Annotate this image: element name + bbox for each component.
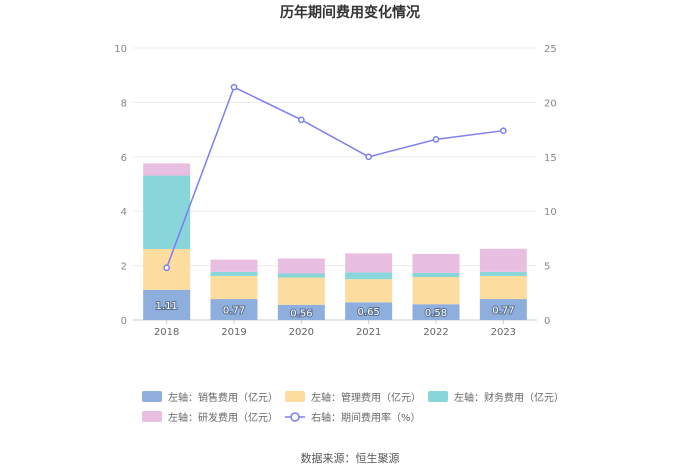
bar-segment [143,163,191,176]
right-tick-label: 20 [544,98,557,109]
right-tick-label: 25 [544,44,557,55]
chart-title: 历年期间费用变化情况 [280,4,420,21]
legend: 左轴：销售费用（亿元） 左轴：管理费用（亿元） 左轴：财务费用（亿元） 左轴：研发费用… [142,391,564,424]
bar-segment [210,271,258,276]
legend-item: 左轴：销售费用（亿元） [142,391,278,404]
x-tick-label: 2018 [154,327,179,338]
data-label: 1.11 [156,301,178,312]
rate-point [499,127,507,135]
data-label: 0.77 [492,306,514,317]
rate-point [163,264,171,272]
legend-swatch [428,391,448,402]
bar-segment [412,304,460,320]
bar-segment [277,277,325,305]
bar-segment [479,299,527,320]
legend-marker [290,412,300,422]
legend-swatch [142,391,162,402]
legend-item: 左轴：管理费用（亿元） [285,391,421,404]
left-axis: 0 2 4 6 8 10 [114,44,127,327]
bar-segment [479,275,527,300]
data-label: 0.65 [358,307,380,318]
bar-segment [210,259,258,272]
legend-label: 左轴：销售费用（亿元） [168,391,278,404]
legend-label: 左轴：研发费用（亿元） [168,411,278,424]
x-axis: 2018 2019 2020 2021 2022 2023 [154,320,516,338]
bar-segment [210,299,258,320]
bar-segment [345,279,393,303]
legend-swatch [285,391,305,402]
source-note: 数据来源：恒生聚源 [301,451,400,465]
bar-segment [412,253,460,273]
legend-label: 左轴：管理费用（亿元） [311,391,421,404]
x-tick-label: 2020 [289,327,314,338]
rate-line [163,83,507,272]
rate-point [230,83,238,91]
bar-segment [345,272,393,280]
bar-segment [143,289,191,320]
left-tick-label: 6 [121,153,127,164]
grid [133,47,537,321]
left-tick-label: 0 [121,316,127,327]
bar-segment [345,302,393,320]
bar-segment [345,253,393,273]
legend-item: 左轴：财务费用（亿元） [428,391,564,404]
legend-item: 左轴：研发费用（亿元） [142,411,278,424]
x-tick-label: 2023 [491,327,516,338]
bar-segment [412,277,460,305]
rate-point [365,153,373,161]
rate-point [297,116,305,124]
bar-segment [479,271,527,276]
right-tick-label: 0 [544,316,550,327]
right-tick-label: 5 [544,262,550,273]
bar-segment [277,273,325,278]
left-tick-label: 10 [114,44,127,55]
bar-segment [479,248,527,272]
bar-segment [210,275,258,300]
x-tick-label: 2021 [356,327,381,338]
data-label: 0.58 [425,308,447,319]
data-label: 0.56 [290,308,312,319]
rate-point [432,136,440,143]
data-label: 0.77 [223,306,245,317]
right-tick-label: 10 [544,207,557,218]
x-tick-label: 2022 [423,327,448,338]
legend-item: 右轴：期间费用率（%） [285,411,421,424]
bar-segment [277,304,325,320]
bars: 1.11 0.77 0.56 0.65 0.58 0.77 [143,163,527,320]
legend-swatch [142,411,162,422]
bar-segment [277,258,325,274]
left-tick-label: 8 [121,98,127,109]
x-tick-label: 2019 [221,327,246,338]
legend-label: 左轴：财务费用（亿元） [454,391,564,404]
left-tick-label: 2 [121,262,127,273]
left-tick-label: 4 [121,207,127,218]
bar-segment [143,175,191,250]
bar-segment [412,272,460,278]
legend-label: 右轴：期间费用率（%） [311,411,421,424]
right-axis: 0 5 10 15 20 25 [544,44,557,327]
rate-line-path [165,86,504,269]
right-tick-label: 15 [544,153,557,164]
